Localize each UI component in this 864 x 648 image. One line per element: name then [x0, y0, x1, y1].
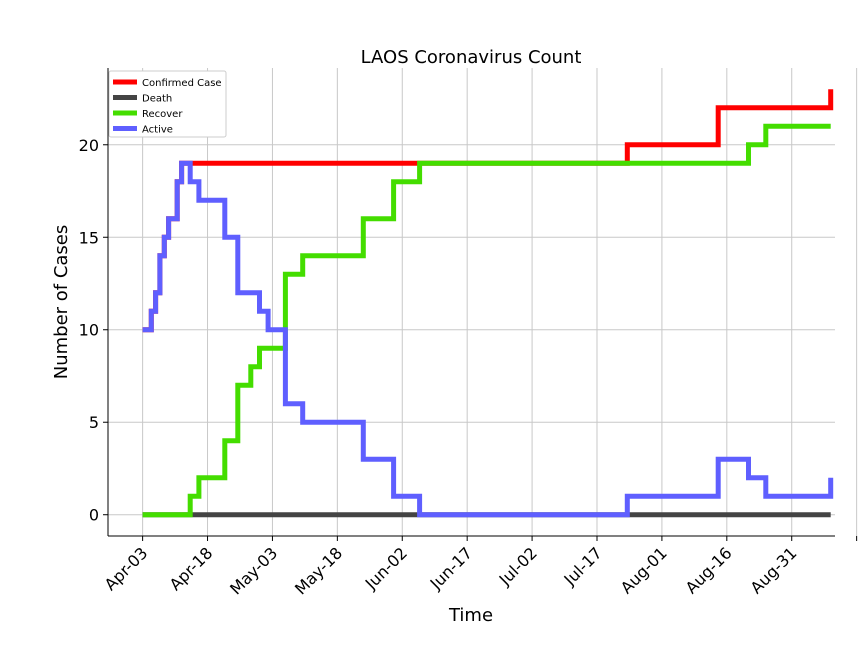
- x-tick-label: Aug-31: [747, 543, 801, 597]
- legend-label: Confirmed Case: [142, 78, 222, 89]
- y-tick-label: 0: [89, 506, 99, 525]
- x-tick-label: Jun-02: [361, 543, 411, 593]
- x-tick-label: Aug-16: [682, 543, 736, 597]
- y-tick-label: 10: [79, 321, 99, 340]
- x-tick-label: May-03: [226, 543, 281, 598]
- x-ticks: Apr-03 Apr-18 May-03 May-18 Jun-02 Jun-17 Jul-…: [101, 536, 858, 599]
- legend-label: Active: [142, 125, 173, 136]
- y-tick-label: 20: [79, 136, 99, 155]
- series-line-active: [142, 160, 834, 518]
- chart-title: LAOS Coronavirus Count: [361, 47, 582, 68]
- x-tick-label: Apr-18: [166, 543, 217, 594]
- x-tick-label: Jun-17: [426, 543, 476, 593]
- y-tick-label: 15: [79, 228, 99, 247]
- x-tick-label: May-18: [291, 543, 346, 598]
- legend: Confirmed Case Death Recover Active: [108, 70, 227, 138]
- legend-label: Recover: [142, 109, 183, 120]
- y-ticks: 0 5 10 15 20: [79, 136, 108, 525]
- y-axis-label: Number of Cases: [51, 225, 72, 380]
- y-tick-label: 5: [89, 413, 99, 432]
- grid-lines: [108, 68, 858, 536]
- series-line-recover: [142, 123, 831, 518]
- legend-box: [108, 70, 227, 138]
- legend-label: Death: [142, 94, 172, 105]
- x-tick-label: Apr-03: [101, 543, 152, 594]
- x-tick-label: Jul-02: [495, 543, 541, 589]
- series-lines: [142, 89, 834, 518]
- x-tick-label: Aug-01: [617, 543, 671, 597]
- x-tick-label: Jul-17: [560, 543, 606, 589]
- axes: [107, 68, 835, 537]
- x-axis-label: Time: [448, 605, 493, 626]
